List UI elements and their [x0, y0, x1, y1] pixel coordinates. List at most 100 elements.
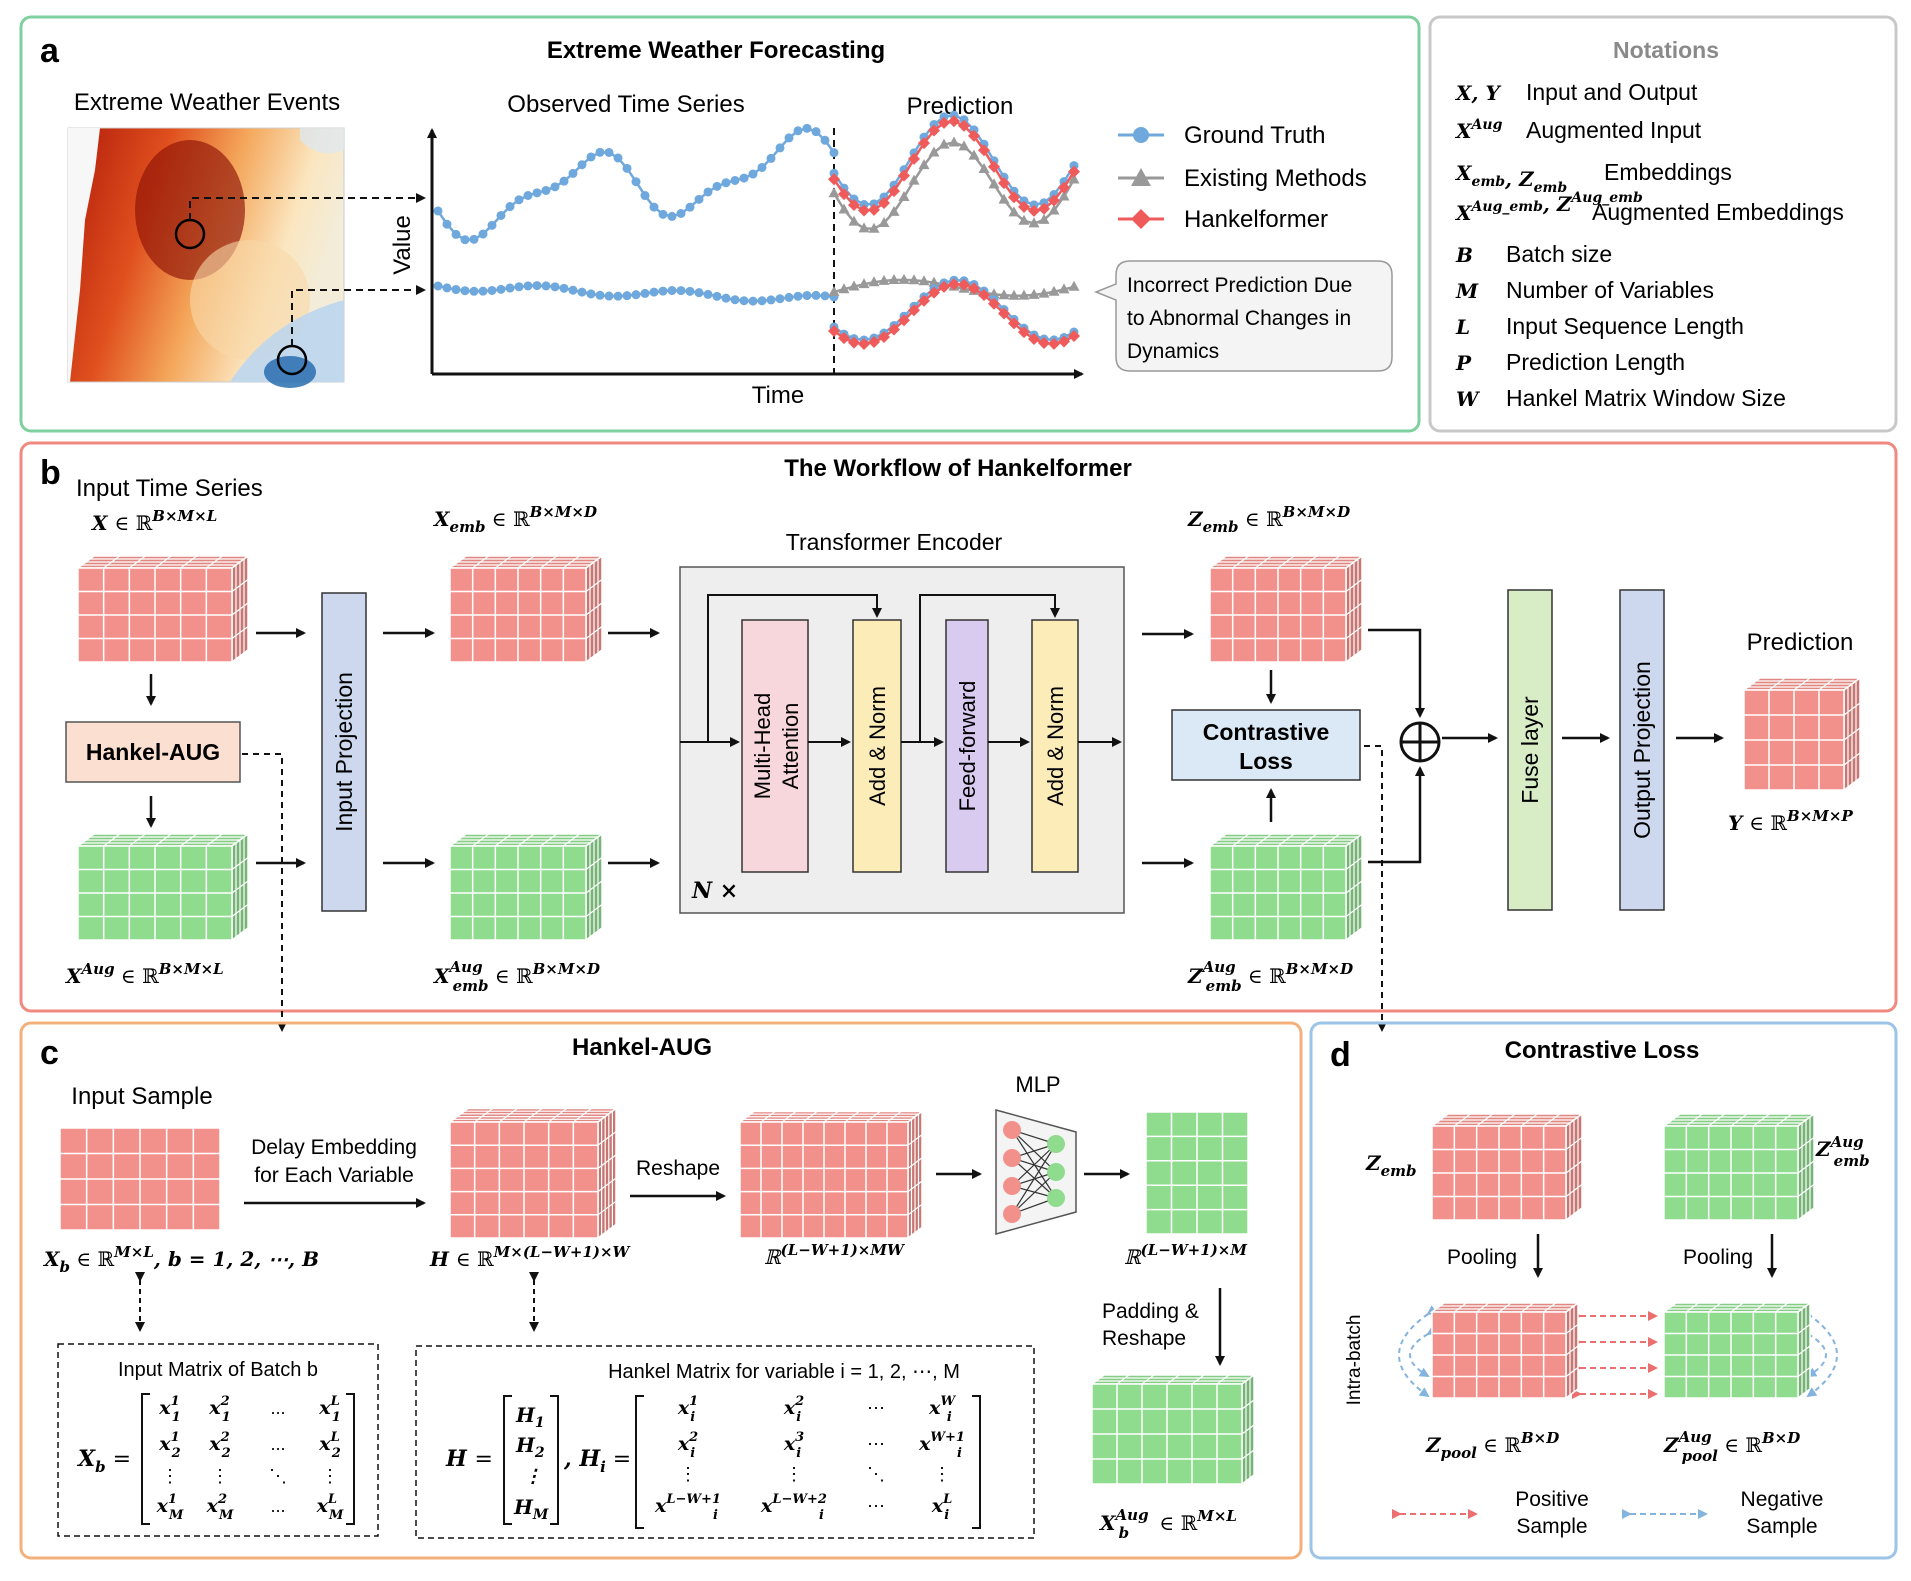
mlp-label: MLP	[1015, 1072, 1060, 1097]
reshape-label: Reshape	[636, 1157, 720, 1180]
z-emb-aug-shape-label: ZAug emb ∈ ℝB×M×D	[1187, 958, 1353, 995]
cube-z-emb-aug	[1207, 832, 1365, 942]
panel-a-border	[19, 15, 1421, 433]
input-sample-label: Input Sample	[71, 1083, 212, 1110]
notation-text: Input Sequence Length	[1506, 313, 1744, 339]
notation-text: Number of Variables	[1506, 277, 1714, 303]
matrix-entry: xL i	[931, 1492, 952, 1523]
panel-a-letter: a	[40, 32, 60, 70]
padding-reshape-label-1: Padding &	[1102, 1300, 1199, 1323]
notation-symbol: XAug_emb, ZAug_emb	[1454, 190, 1643, 225]
legend-ground-truth-label: Ground Truth	[1184, 122, 1325, 149]
input-projection-label: Input Projection	[331, 672, 357, 832]
matrix-ellipsis: ⋮	[785, 1464, 803, 1484]
cube-d-zemb-aug	[1661, 1112, 1817, 1222]
mha-label-2: Attention	[778, 703, 803, 790]
matrix-entry: x2 M	[206, 1492, 234, 1523]
panel-c-title: Hankel-AUG	[572, 1034, 712, 1061]
hankel-matrix-box: Hankel Matrix for variable i = 1, 2, ⋯, …	[415, 1345, 1035, 1539]
matrix-ellipsis: ⋯	[867, 1496, 885, 1516]
panel-d: d Contrastive Loss Zemb ZAug emb Pooling …	[1309, 1021, 1898, 1560]
matrix-ellipsis: ⋮	[679, 1464, 697, 1484]
legend-existing-methods: Existing Methods	[1118, 165, 1367, 192]
notation-text: Embeddings	[1604, 159, 1732, 185]
hm-entry: HM	[513, 1495, 549, 1523]
cube-z-emb	[1207, 554, 1365, 664]
h2-entry: H2	[515, 1433, 545, 1461]
matrix-entry: x1 1	[158, 1394, 180, 1425]
matrix-entry: x2 i	[677, 1430, 698, 1461]
notations-title: Notations	[1613, 37, 1719, 63]
matrix-ellipsis: ⋱	[269, 1466, 287, 1486]
cube-input-sample	[59, 1127, 221, 1231]
hankelformer-lower	[828, 278, 1080, 350]
xb-matrix-lhs: Xb =	[76, 1446, 131, 1476]
xb-label: Xb ∈ ℝM×L, b = 1, 2, ⋯, B	[42, 1243, 319, 1276]
existing-upper	[828, 136, 1080, 233]
panel-b-letter: b	[40, 454, 61, 492]
hankel-aug-box	[65, 721, 241, 783]
matrix-entry: xW+1 i	[918, 1430, 965, 1461]
y-shape-label: Y ∈ ℝB×M×P	[1728, 807, 1853, 835]
mha-box	[741, 619, 809, 873]
x-shape-label: X ∈ ℝB×M×L	[90, 507, 217, 535]
positive-sample-arrows	[1572, 1311, 1658, 1399]
legend-hankelformer: Hankelformer	[1118, 206, 1328, 233]
notation-symbol: B	[1455, 243, 1473, 267]
map-label: Extreme Weather Events	[74, 89, 340, 116]
cube-hankel-h	[447, 1107, 619, 1240]
notation-row: M Number of Variables	[1455, 277, 1714, 303]
callout-line-3: Dynamics	[1127, 340, 1219, 363]
contrastive-loss-box	[1171, 709, 1361, 781]
legend-ground-truth: Ground Truth	[1118, 122, 1325, 149]
notation-symbol: W	[1456, 387, 1481, 411]
matrix-ellipsis: ...	[270, 1398, 285, 1418]
add-norm-label-2: Add & Norm	[1043, 686, 1068, 806]
notation-symbol: Xemb, Zemb	[1454, 161, 1567, 196]
notation-symbol: X, Y	[1454, 81, 1501, 105]
panel-c-letter: c	[40, 1034, 59, 1072]
x-axis-label: Time	[752, 382, 804, 409]
callout-line-1: Incorrect Prediction Due	[1127, 274, 1352, 297]
h1-entry: H1	[515, 1403, 545, 1431]
negative-sample-arrows	[1398, 1305, 1838, 1398]
hankel-aug-label: Hankel-AUG	[86, 739, 220, 765]
sum-operator	[1399, 721, 1441, 763]
pooling-label-right: Pooling	[1683, 1246, 1753, 1269]
xb-aug-label: XAug b ∈ ℝM×L	[1098, 1506, 1237, 1542]
contrastive-loss-label-1: Contrastive	[1203, 719, 1330, 745]
cube-d-zpool-aug	[1661, 1301, 1813, 1400]
input-series-label: Input Time Series	[76, 475, 263, 502]
panel-c: c Hankel-AUG Input Sample Delay Embeddin…	[19, 1021, 1303, 1560]
add-norm-box-2	[1031, 619, 1079, 873]
notation-row: W Hankel Matrix Window Size	[1456, 385, 1786, 411]
h-matrix-lhs: H =	[445, 1446, 493, 1472]
matrix-entry: x1 i	[677, 1394, 698, 1425]
panel-d-letter: d	[1330, 1036, 1351, 1074]
hi-lhs: , Hi =	[563, 1446, 631, 1476]
matrix-ellipsis: ⋮	[211, 1466, 229, 1486]
transformer-encoder-label: Transformer Encoder	[786, 529, 1003, 555]
legend-existing-label: Existing Methods	[1184, 165, 1367, 192]
matrix-ellipsis: ...	[270, 1434, 285, 1454]
matrix-entry: x1 M	[156, 1492, 184, 1523]
notation-text: Prediction Length	[1506, 349, 1685, 375]
hankel-matrix-label: Hankel Matrix for variable i = 1, 2, ⋯, …	[608, 1361, 960, 1383]
notation-text: Batch size	[1506, 241, 1612, 267]
matrix-entry: xL 1	[318, 1394, 341, 1425]
zpool-label: Zpool ∈ ℝB×D	[1425, 1429, 1559, 1462]
d-zemb-aug-label: ZAug emb	[1815, 1133, 1870, 1170]
panel-d-title: Contrastive Loss	[1505, 1037, 1700, 1064]
d-zemb-label: Zemb	[1365, 1151, 1417, 1180]
cube-d-zemb	[1429, 1112, 1585, 1222]
matrix-ellipsis: ...	[270, 1496, 285, 1516]
panel-b-border	[19, 441, 1898, 1013]
matrix-entry: xW i	[928, 1394, 956, 1425]
cube-mlp-output	[1145, 1111, 1249, 1235]
matrix-entry: xL−W+1 i	[654, 1492, 721, 1523]
workflow-arrows	[146, 628, 1724, 1032]
observed-lower	[433, 281, 839, 306]
contrastive-loss-label-2: Loss	[1239, 748, 1293, 774]
add-norm-label-1: Add & Norm	[865, 686, 890, 806]
